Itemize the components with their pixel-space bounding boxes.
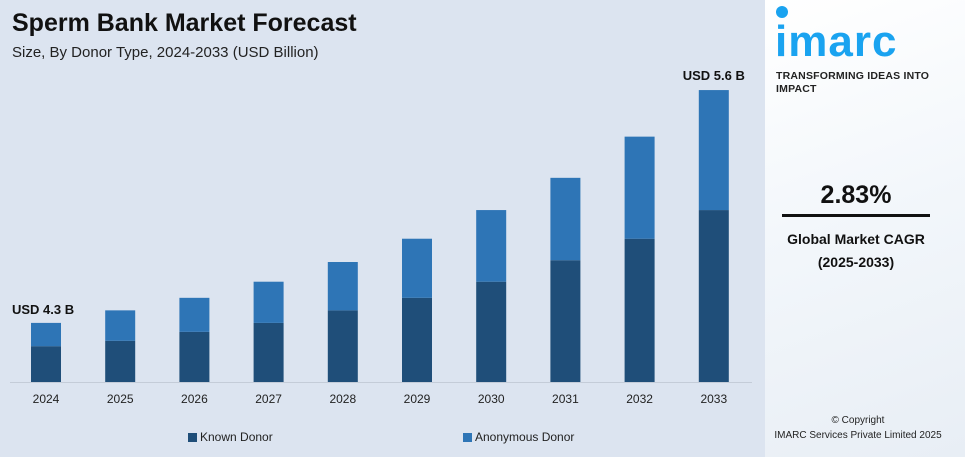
info-panel [765,0,965,457]
annotation-last: USD 5.6 B [683,68,745,83]
x-tick-label-2024: 2024 [33,392,60,406]
company-name: IMARC Services Private Limited 2025 [774,430,942,441]
chart-title: Sperm Bank Market Forecast [12,9,357,37]
cagr-divider [782,214,930,217]
bar-chart: 2024 2025 2026 2027 2028 2029 2030 2031 2032 2033… [10,68,752,406]
legend-known-donor: Known Donor [188,430,273,444]
cagr-value: 2.83% [820,181,892,209]
logo-dot-icon [776,6,788,18]
bar-anonymous-2030 [476,210,507,282]
bar-anonymous-2032 [624,136,655,239]
cagr-label: Global Market CAGR [787,231,925,247]
chart-subtitle: Size, By Donor Type, 2024-2033 (USD Bill… [12,44,319,61]
bar-anonymous-2033 [698,90,729,211]
bar-known-2028 [327,310,358,382]
bar-anonymous-2027 [253,281,284,323]
bar-anonymous-2025 [105,310,136,341]
legend-swatch-known [188,432,197,442]
bar-known-2033 [698,210,729,382]
bar-known-2029 [402,297,432,382]
cagr-period: (2025-2033) [817,254,895,270]
bar-known-2025 [105,340,136,382]
x-tick-label-2028: 2028 [329,392,356,406]
x-tick-label-2030: 2030 [478,392,505,406]
bar-known-2024 [31,346,61,382]
x-tick-label-2031: 2031 [552,392,579,406]
annotation-first: USD 4.3 B [12,302,74,317]
x-tick-label-2027: 2027 [255,392,282,406]
bar-anonymous-2031 [550,177,581,261]
bar-anonymous-2026 [179,297,210,332]
legend-label-known: Known Donor [200,430,273,444]
logo-tagline: TRANSFORMING IDEAS INTO IMPACT [776,70,930,95]
x-tick-label-2033: 2033 [700,392,727,406]
bar-anonymous-2029 [402,238,432,298]
bar-known-2027 [253,322,284,382]
imarc-logo: imarc [775,17,898,66]
copyright: © Copyright [831,415,885,426]
bar-known-2031 [550,260,581,382]
x-tick-label-2025: 2025 [107,392,134,406]
bar-anonymous-2028 [327,262,358,311]
x-tick-label-2032: 2032 [626,392,653,406]
x-tick-label-2026: 2026 [181,392,208,406]
legend-label-anonymous: Anonymous Donor [475,430,575,444]
bar-known-2026 [179,331,210,382]
legend-swatch-anonymous [463,432,472,442]
legend-anonymous-donor: Anonymous Donor [463,430,574,444]
bar-known-2032 [624,238,655,382]
bar-anonymous-2024 [31,322,61,347]
bar-known-2030 [476,281,507,382]
x-tick-label-2029: 2029 [404,392,431,406]
